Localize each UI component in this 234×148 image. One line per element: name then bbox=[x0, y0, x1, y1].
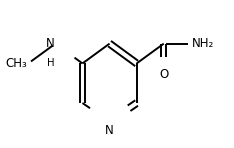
Text: O: O bbox=[159, 68, 168, 81]
Text: N: N bbox=[105, 124, 114, 137]
Text: NH₂: NH₂ bbox=[192, 37, 214, 50]
Text: N: N bbox=[45, 37, 54, 50]
Text: CH₃: CH₃ bbox=[5, 57, 27, 70]
Text: H: H bbox=[47, 58, 54, 68]
